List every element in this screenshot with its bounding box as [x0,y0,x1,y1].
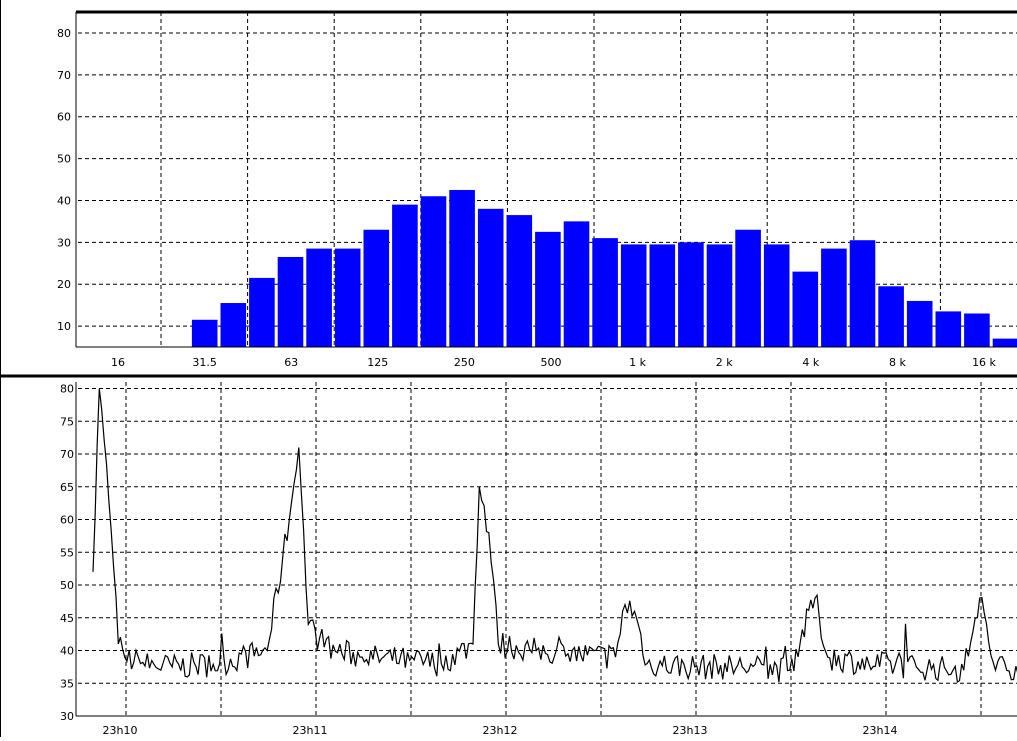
spectrum-bar [334,248,361,347]
spectrum-x-tick-label: 250 [454,356,475,369]
time-grid [78,382,1017,717]
spectrum-x-tick-label: 16 [111,356,125,369]
spectrum-y-tick-label: 50 [57,153,71,166]
time-y-tick-label: 65 [60,481,74,494]
spectrum-bar [620,244,647,347]
spectrum-x-tick-label: 31.5 [192,356,217,369]
spectrum-bar [420,196,447,347]
spectrum-bar [506,215,533,347]
time-y-tick-label: 60 [60,514,74,527]
spectrum-bar [592,238,618,347]
spectrum-bar [363,229,390,347]
time-y-tick-label: 40 [60,645,74,658]
time-y-tick-label: 45 [60,612,74,625]
spectrum-y-tick-label: 60 [57,111,71,124]
time-x-tick-label: 23h13 [673,724,708,737]
spectrum-bar [906,300,933,347]
spectrum-y-tick-label: 20 [57,278,71,291]
spectrum-bar [964,313,990,347]
spectrum-bar [306,248,332,347]
spectrum-bar [792,271,819,347]
spectrum-x-tick-label: 2 k [716,356,733,369]
spectrum-bar [477,208,504,347]
spectrum-bar [535,231,561,347]
time-x-tick-label: 23h10 [103,724,138,737]
time-y-tick-label: 50 [60,579,74,592]
time-x-tick-label: 23h14 [863,724,898,737]
time-y-tick-label: 70 [60,448,74,461]
spectrum-y-tick-label: 40 [57,194,71,207]
spectrum-bar [706,244,733,347]
spectrum-y-tick-label: 70 [57,69,71,82]
spectrum-x-tick-label: 1 k [629,356,646,369]
spectrum-bar [191,319,218,347]
spectrum-x-tick-label: 125 [367,356,388,369]
time-y-tick-label: 35 [60,677,74,690]
time-y-tick-label: 55 [60,546,74,559]
spectrum-bar [678,242,704,347]
spectrum-bar [277,256,304,347]
time-x-tick-label: 23h12 [483,724,518,737]
time-x-tick-label: 23h11 [293,724,328,737]
time-y-tick-label: 75 [60,415,74,428]
spectrum-bar [392,204,418,347]
spectrum-bar [849,240,876,347]
spectrum-bar [220,303,247,347]
spectrum-bar [821,248,847,347]
spectrum-x-tick-label: 63 [284,356,298,369]
spectrum-x-tick-label: 500 [541,356,562,369]
spectrum-bar [992,338,1017,347]
spectrum-bar [763,244,790,347]
time-y-tick-label: 30 [60,710,74,723]
spectrum-x-tick-label: 16 k [972,356,996,369]
spectrum-bar [878,286,904,347]
spectrum-y-tick-label: 80 [57,27,71,40]
spectrum-bar [935,311,962,347]
spectrum-bar [735,229,761,347]
level-series-line [92,388,1017,683]
spectrum-x-tick-label: 4 k [802,356,819,369]
spectrum-bar [449,189,475,347]
spectrum-y-tick-label: 30 [57,236,71,249]
spectrum-x-tick-label: 8 k [889,356,906,369]
time-y-tick-label: 80 [60,383,74,396]
spectrum-bar [249,277,275,347]
spectrum-bar [649,244,676,347]
spectrum-bar [563,221,590,347]
spectrum-y-tick-label: 10 [57,320,71,333]
